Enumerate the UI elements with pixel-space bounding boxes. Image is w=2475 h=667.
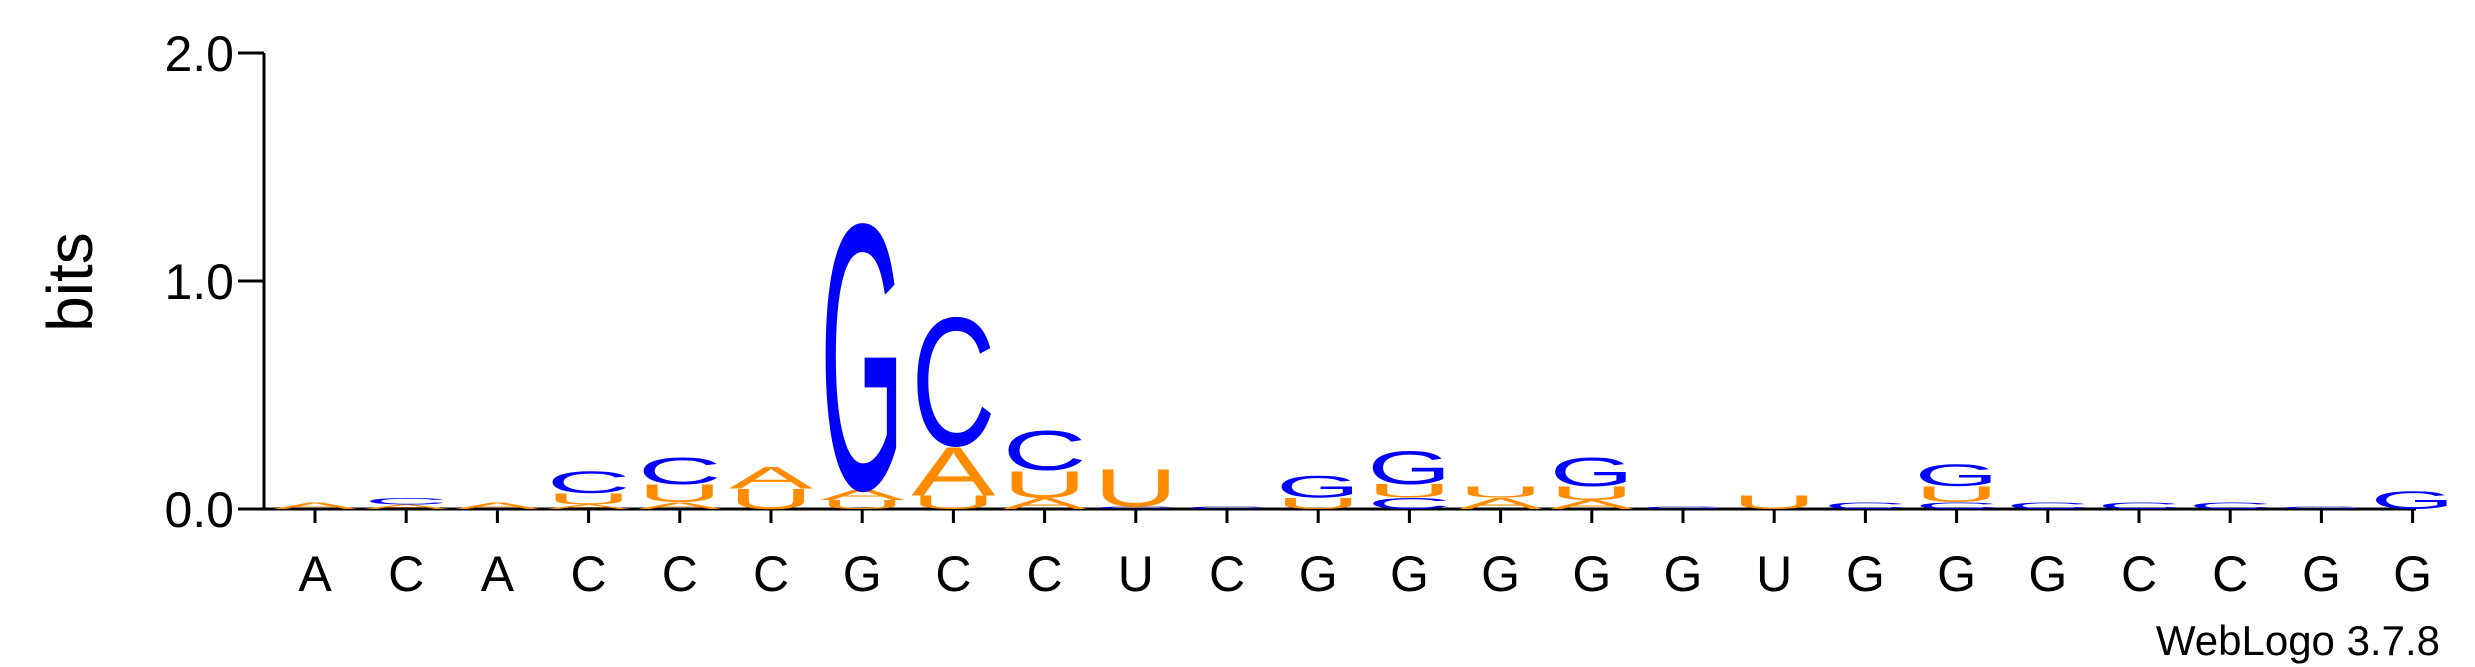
- glyph: C: [911, 280, 995, 485]
- y-tick-label: 2.0: [164, 26, 234, 82]
- x-tick-label: G: [2028, 546, 2067, 602]
- x-tick-label: C: [388, 546, 424, 602]
- glyph: U: [1915, 482, 1999, 507]
- glyph: A: [1003, 495, 1087, 513]
- glyph: C: [1915, 501, 1999, 512]
- glyph: U: [1459, 483, 1543, 501]
- glyph: A: [1550, 498, 1635, 512]
- glyph: C: [1367, 495, 1451, 513]
- x-tick-label: U: [1756, 546, 1792, 602]
- glyph: U: [729, 483, 813, 515]
- glyph: A: [729, 460, 814, 495]
- glyph: C: [547, 464, 631, 499]
- x-tick-label: G: [1664, 546, 1703, 602]
- x-tick-label: C: [1209, 546, 1245, 602]
- x-tick-label: G: [843, 546, 882, 602]
- glyph: C: [1185, 506, 1269, 510]
- glyph: U: [638, 480, 722, 508]
- glyph: A: [1459, 495, 1543, 513]
- glyph: G: [1550, 450, 1634, 496]
- glyph: U: [1367, 481, 1451, 502]
- x-tick-label: G: [1937, 546, 1976, 602]
- x-tick-label: G: [2393, 546, 2432, 602]
- glyph: G: [1915, 458, 1999, 493]
- glyph: A: [547, 503, 632, 510]
- x-tick-label: G: [2302, 546, 2341, 602]
- x-tick-label: C: [753, 546, 789, 602]
- glyph: U: [820, 498, 904, 512]
- glyph: C: [2097, 501, 2181, 512]
- y-axis-label: bits: [34, 232, 106, 332]
- glyph: C: [364, 496, 448, 507]
- glyph: C: [2006, 501, 2090, 512]
- glyph: A: [911, 433, 996, 511]
- glyph: G: [2371, 486, 2455, 514]
- x-tick-label: C: [571, 546, 607, 602]
- glyph: G: [1367, 441, 1451, 494]
- glyph: A: [638, 501, 723, 512]
- glyph: G: [1276, 469, 1360, 504]
- glyph: U: [1003, 464, 1087, 506]
- glyph: G: [1641, 506, 1725, 510]
- glyph: U: [1276, 495, 1360, 513]
- glyph: G: [820, 144, 904, 569]
- glyph: A: [364, 503, 449, 510]
- x-tick-label: U: [1118, 546, 1154, 602]
- glyph: G: [2279, 506, 2363, 510]
- footer: WebLogo 3.7.8: [2156, 617, 2440, 664]
- glyph: A: [455, 501, 540, 512]
- x-tick-label: G: [1572, 546, 1611, 602]
- x-tick-label: C: [1027, 546, 1063, 602]
- x-tick-label: C: [935, 546, 971, 602]
- glyph: A: [273, 501, 358, 512]
- y-tick-label: 0.0: [164, 482, 234, 538]
- glyph: U: [547, 490, 631, 508]
- x-tick-label: G: [1846, 546, 1885, 602]
- glyph: C: [1003, 419, 1087, 483]
- y-tick-label: 1.0: [164, 254, 234, 310]
- x-tick-label: A: [298, 546, 332, 602]
- x-tick-label: G: [1299, 546, 1338, 602]
- glyph: C: [638, 450, 722, 492]
- x-tick-label: C: [662, 546, 698, 602]
- x-tick-label: C: [2121, 546, 2157, 602]
- glyph: U: [1732, 492, 1816, 513]
- x-tick-label: G: [1481, 546, 1520, 602]
- x-tick-label: C: [2212, 546, 2248, 602]
- glyph: C: [1823, 501, 1907, 512]
- glyph: U: [1550, 483, 1634, 504]
- glyph: C: [2188, 501, 2272, 512]
- glyph: A: [820, 486, 904, 504]
- glyph: U: [911, 492, 995, 513]
- glyph: C: [1094, 506, 1178, 510]
- x-tick-label: G: [1390, 546, 1429, 602]
- glyph: U: [1094, 458, 1178, 518]
- x-tick-label: A: [481, 546, 515, 602]
